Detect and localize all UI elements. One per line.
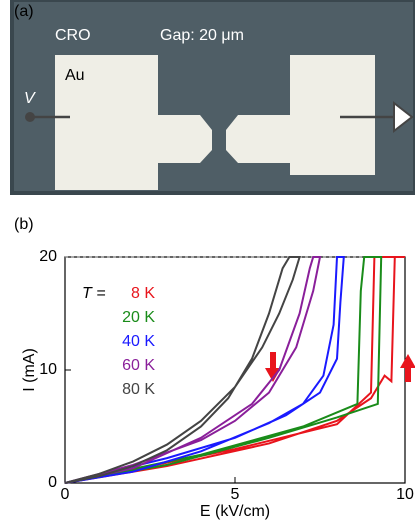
chart: (b) 0 10 20 0 5 10 E (kV/cm) I (mA) T = 8 K 20 K 40… xyxy=(14,216,415,520)
legend-label: 80 K xyxy=(122,381,155,398)
y-tick-label: 20 xyxy=(39,248,57,265)
down-arrow xyxy=(265,352,281,382)
substrate-edge xyxy=(10,0,415,195)
material-label: CRO xyxy=(55,27,91,44)
gap-label: Gap: 20 μm xyxy=(160,27,244,44)
y-axis-label: I (mA) xyxy=(21,348,38,392)
legend-label: 8 K xyxy=(131,285,155,302)
legend-label: 60 K xyxy=(122,357,155,374)
x-tick-label: 10 xyxy=(396,486,414,503)
x-axis-label: E (kV/cm) xyxy=(200,503,270,520)
up-arrow xyxy=(400,354,415,382)
voltage-node xyxy=(25,112,35,122)
data-line xyxy=(64,256,405,484)
data-line xyxy=(64,256,345,484)
data-line xyxy=(64,256,383,484)
data-line xyxy=(64,256,301,484)
panel-label: (a) xyxy=(14,3,34,20)
x-tick-label: 5 xyxy=(231,486,240,503)
legend-title: T = xyxy=(82,285,106,302)
x-tick-label: 0 xyxy=(61,486,70,503)
micrograph: (a) CRO Gap: 20 μm Au V xyxy=(10,0,415,195)
legend-label: 40 K xyxy=(122,333,155,350)
panel-label: (b) xyxy=(14,216,34,233)
output-arrow xyxy=(393,100,414,134)
right-electrode xyxy=(226,55,375,175)
y-tick-label: 0 xyxy=(48,474,57,491)
voltage-label: V xyxy=(24,90,36,107)
left-electrode xyxy=(55,55,212,190)
y-tick-label: 10 xyxy=(39,361,57,378)
data-line xyxy=(64,256,322,484)
electrode-label: Au xyxy=(65,67,85,84)
legend-label: 20 K xyxy=(122,309,155,326)
